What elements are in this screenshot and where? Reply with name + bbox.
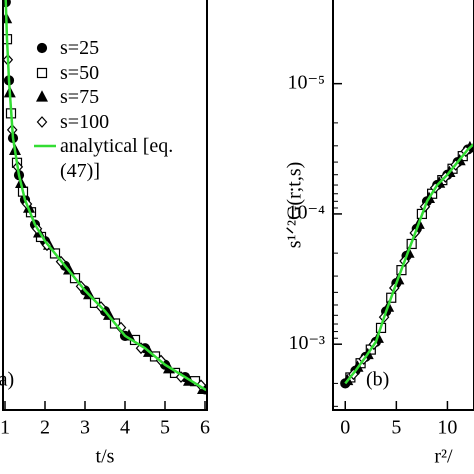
x-tick-label: 4 bbox=[120, 417, 130, 439]
plot-area bbox=[3, 0, 207, 395]
y-axis-label: s¹ᐟ²G(r;t,s) bbox=[284, 162, 306, 249]
series-line bbox=[4, 0, 207, 392]
x-axis-label: r²/ bbox=[434, 446, 453, 468]
legend-label: s=100 bbox=[60, 110, 110, 133]
legend-label: s=75 bbox=[60, 86, 100, 108]
legend-entry: s=50 bbox=[34, 61, 184, 86]
legend: s=25 s=50 s=75 s=100 analytical [eq.(47)] bbox=[34, 36, 184, 183]
legend-entry: s=25 bbox=[34, 36, 184, 61]
legend-label: s=50 bbox=[60, 61, 100, 84]
x-tick-label: 5 bbox=[160, 417, 170, 439]
panel: 0 5 10 10⁻³ 10⁻⁴ 10⁻⁵ (b) r²/s¹ᐟ²G(r;t,s) bbox=[284, 71, 474, 468]
legend-icon bbox=[34, 144, 56, 148]
legend-icon bbox=[36, 42, 48, 54]
x-tick-label: 10 bbox=[437, 417, 457, 439]
legend-entry: s=75 bbox=[34, 85, 184, 110]
legend-entry: s=100 bbox=[34, 110, 184, 135]
legend-icon bbox=[36, 115, 48, 128]
panel-label: (b) bbox=[366, 369, 389, 391]
legend-icon bbox=[36, 90, 48, 102]
x-tick-label: 0 bbox=[340, 417, 350, 439]
x-axis-label: t/s bbox=[96, 446, 115, 468]
plot-frame bbox=[2, 0, 208, 411]
series-line bbox=[344, 142, 474, 385]
marker bbox=[36, 90, 48, 102]
marker bbox=[36, 67, 48, 78]
legend-label: analytical [eq.(47)] bbox=[60, 135, 174, 182]
y-tick-label: 10⁻⁵ bbox=[287, 71, 325, 93]
legend-entry: analytical [eq.(47)] bbox=[34, 134, 184, 183]
marker bbox=[36, 115, 48, 128]
plot-area bbox=[340, 140, 474, 389]
marker bbox=[36, 42, 48, 54]
y-tick-label: 10⁻⁴ bbox=[287, 202, 325, 224]
plot-frame bbox=[332, 0, 474, 411]
x-tick-label: 1 bbox=[0, 417, 10, 439]
x-tick-label: 3 bbox=[80, 417, 90, 439]
x-tick-label: 5 bbox=[391, 417, 401, 439]
y-tick-label: 10⁻³ bbox=[288, 332, 325, 354]
x-tick-label: 6 bbox=[200, 417, 210, 439]
x-tick-label: 2 bbox=[40, 417, 50, 439]
legend-label: s=25 bbox=[60, 37, 100, 59]
legend-icon bbox=[36, 67, 48, 78]
